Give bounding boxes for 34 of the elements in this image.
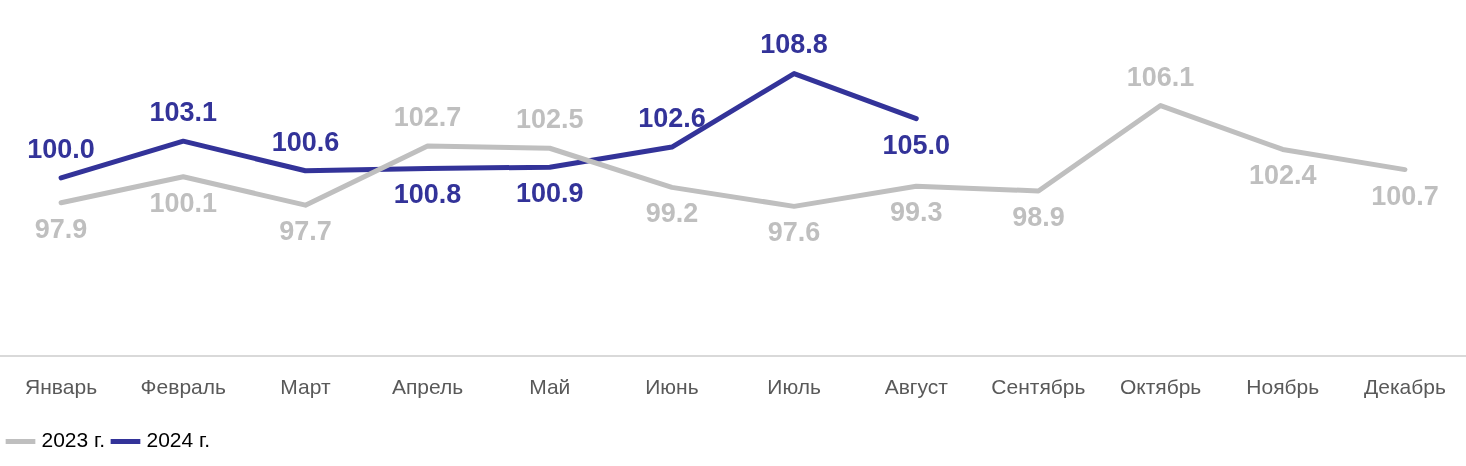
data-label: 102.6 (638, 103, 706, 134)
x-tick-label: Январь (25, 375, 98, 399)
data-label: 105.0 (882, 129, 951, 160)
legend-label: 2023 г. (41, 428, 105, 452)
data-label: 100.0 (27, 133, 95, 164)
x-tick-label: Ноябрь (1246, 375, 1320, 399)
x-tick-label: Июль (767, 375, 821, 399)
x-tick-label: Август (884, 375, 949, 399)
data-label: 106.1 (1126, 61, 1195, 92)
data-label: 97.9 (34, 213, 88, 244)
data-label: 97.7 (279, 216, 332, 247)
x-tick-label: Февраль (140, 375, 226, 399)
data-label: 102.4 (1248, 160, 1317, 191)
x-tick-label: Декабрь (1363, 375, 1446, 399)
data-label: 99.3 (889, 197, 943, 228)
data-label: 102.7 (393, 101, 462, 132)
data-label: 97.6 (767, 217, 821, 248)
legend-label: 2024 г. (146, 428, 210, 452)
x-tick-label: Июнь (645, 375, 699, 399)
data-label: 98.9 (1012, 201, 1065, 232)
data-label: 100.1 (149, 187, 218, 218)
data-label: 100.9 (515, 178, 584, 209)
data-label: 100.8 (393, 179, 462, 210)
x-tick-label: Сентябрь (991, 375, 1086, 399)
data-label: 100.6 (271, 126, 340, 157)
data-label: 99.2 (645, 198, 699, 229)
x-tick-label: Май (529, 375, 571, 399)
data-label: 108.8 (760, 29, 828, 60)
data-label: 100.7 (1371, 180, 1439, 211)
x-tick-label: Март (280, 375, 331, 399)
data-label: 103.1 (149, 97, 218, 128)
data-label: 102.5 (515, 104, 584, 135)
x-tick-label: Октябрь (1119, 375, 1202, 399)
x-tick-label: Апрель (391, 375, 464, 399)
